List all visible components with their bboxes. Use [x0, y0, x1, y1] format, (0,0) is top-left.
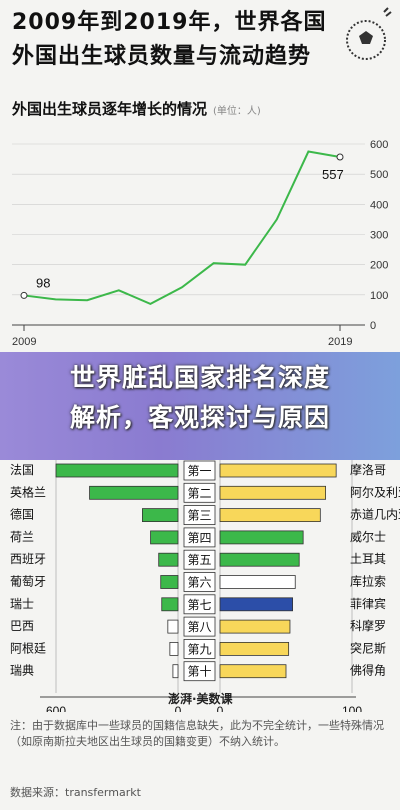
- right-category-label: 科摩罗: [350, 618, 386, 633]
- right-category-label: 赤道几内亚: [350, 508, 400, 522]
- left-category-label: 阿根廷: [10, 641, 46, 655]
- rank-box: [183, 460, 216, 481]
- left-category-label: 英格兰: [10, 484, 46, 499]
- left-category-label: 荷兰: [10, 530, 34, 544]
- right-bar: [219, 485, 326, 500]
- data-label: 557: [322, 167, 344, 182]
- rank-box: [183, 594, 216, 615]
- y-tick-label: 400: [370, 199, 388, 211]
- x-tick-label: 2019: [328, 336, 352, 348]
- rank-label: 第二: [187, 486, 211, 500]
- left-bar: [89, 485, 179, 500]
- rank-box: [183, 638, 216, 659]
- right-category-label: 库拉索: [350, 574, 386, 589]
- left-category-label: 西班牙: [10, 552, 46, 566]
- series-line: [23, 150, 341, 305]
- banner-line1: 世界脏乱国家排名深度: [69, 363, 330, 392]
- page-title-line1: 2009年到2019年，世界各国: [12, 10, 327, 35]
- right-bar: [219, 552, 300, 567]
- rank-label: 第八: [187, 620, 211, 634]
- left-category-label: 瑞典: [10, 664, 34, 678]
- left-bar: [55, 463, 179, 478]
- line-chart-unit: (单位：人): [213, 106, 261, 117]
- line-chart-title: 外国出生球员逐年增长的情况 (单位：人): [12, 98, 261, 119]
- y-tick-label: 500: [370, 169, 388, 181]
- right-category-label: 威尔士: [350, 529, 386, 544]
- left-bar: [150, 530, 179, 545]
- right-bar: [219, 463, 337, 478]
- left-bar: [172, 664, 179, 679]
- left-category-label: 瑞士: [10, 597, 34, 611]
- header: 2009年到2019年，世界各国 外国出生球员数量与流动趋势: [0, 0, 400, 82]
- right-bar: [219, 664, 287, 679]
- rank-label: 第十: [187, 665, 211, 679]
- title-banner: 世界脏乱国家排名深度 解析，客观探讨与原因: [0, 352, 400, 460]
- banner-line2: 解析，客观探讨与原因: [69, 403, 330, 432]
- rank-label: 第五: [187, 553, 211, 567]
- x-tick-label: 0: [175, 704, 182, 712]
- right-category-label: 摩洛哥: [350, 462, 386, 477]
- x-tick-label: 0: [217, 704, 224, 712]
- rank-box: [183, 616, 216, 637]
- y-tick-label: 0: [370, 320, 376, 332]
- right-bar: [219, 575, 296, 589]
- right-category-label: 阿尔及利亚: [350, 484, 400, 499]
- right-category-label: 土耳其: [350, 552, 386, 566]
- rank-box: [183, 549, 216, 570]
- rank-box: [183, 572, 216, 592]
- left-category-label: 法国: [10, 463, 34, 477]
- x-tick-label: 600: [46, 704, 66, 712]
- footnote: 注：由于数据库中一些球员的国籍信息缺失，此为不完全统计，一些特殊情况（如原南斯拉…: [10, 719, 384, 748]
- left-category-label: 巴西: [10, 619, 34, 633]
- x-tick-label: 100: [342, 704, 362, 712]
- brand-label: 澎湃·美数课: [168, 692, 233, 706]
- rank-label: 第六: [187, 576, 211, 590]
- right-bar: [219, 530, 304, 545]
- rank-label: 第一: [187, 464, 211, 478]
- right-bar: [219, 619, 291, 634]
- left-category-label: 德国: [10, 507, 34, 522]
- data-point: [336, 153, 344, 161]
- data-label: 98: [36, 275, 50, 290]
- left-category-label: 葡萄牙: [10, 575, 46, 589]
- right-category-label: 菲律宾: [350, 596, 386, 611]
- left-bar: [142, 508, 179, 523]
- right-category-label: 佛得角: [350, 663, 386, 678]
- right-bar: [219, 508, 321, 523]
- left-bar: [167, 619, 179, 634]
- line-chart: 0 100 200 300 400 500 600 2009 2019 98 557: [12, 139, 388, 348]
- line-chart-title-text: 外国出生球员逐年增长的情况: [12, 100, 208, 118]
- left-bar: [169, 641, 179, 656]
- football-logo-icon: [340, 6, 392, 74]
- y-tick-label: 600: [370, 139, 388, 151]
- right-category-label: 突尼斯: [350, 640, 386, 655]
- y-tick-label: 300: [370, 230, 388, 242]
- rank-box: [183, 527, 216, 548]
- rank-box: [183, 661, 216, 682]
- y-tick-label: 200: [370, 260, 388, 272]
- rank-box: [183, 505, 216, 526]
- rank-label: 第三: [187, 509, 211, 523]
- bar-chart: 十年球员流出国家球员流入国家法国第一摩洛哥英格兰第二阿尔及利亚德国第三赤道几内亚…: [10, 372, 400, 712]
- rank-label: 第九: [187, 642, 211, 656]
- right-bar: [219, 641, 290, 656]
- x-tick-label: 2009: [12, 336, 36, 348]
- left-bar: [160, 575, 179, 589]
- left-bar: [158, 552, 179, 567]
- data-point: [20, 291, 28, 299]
- right-bar: [219, 597, 293, 612]
- left-bar: [161, 597, 179, 612]
- page-title-line2: 外国出生球员数量与流动趋势: [12, 44, 312, 69]
- rank-box: [183, 482, 216, 503]
- rank-label: 第四: [187, 531, 211, 545]
- data-source: 数据来源：transfermarkt: [10, 786, 141, 799]
- y-tick-label: 100: [370, 290, 388, 302]
- rank-label: 第七: [187, 598, 211, 612]
